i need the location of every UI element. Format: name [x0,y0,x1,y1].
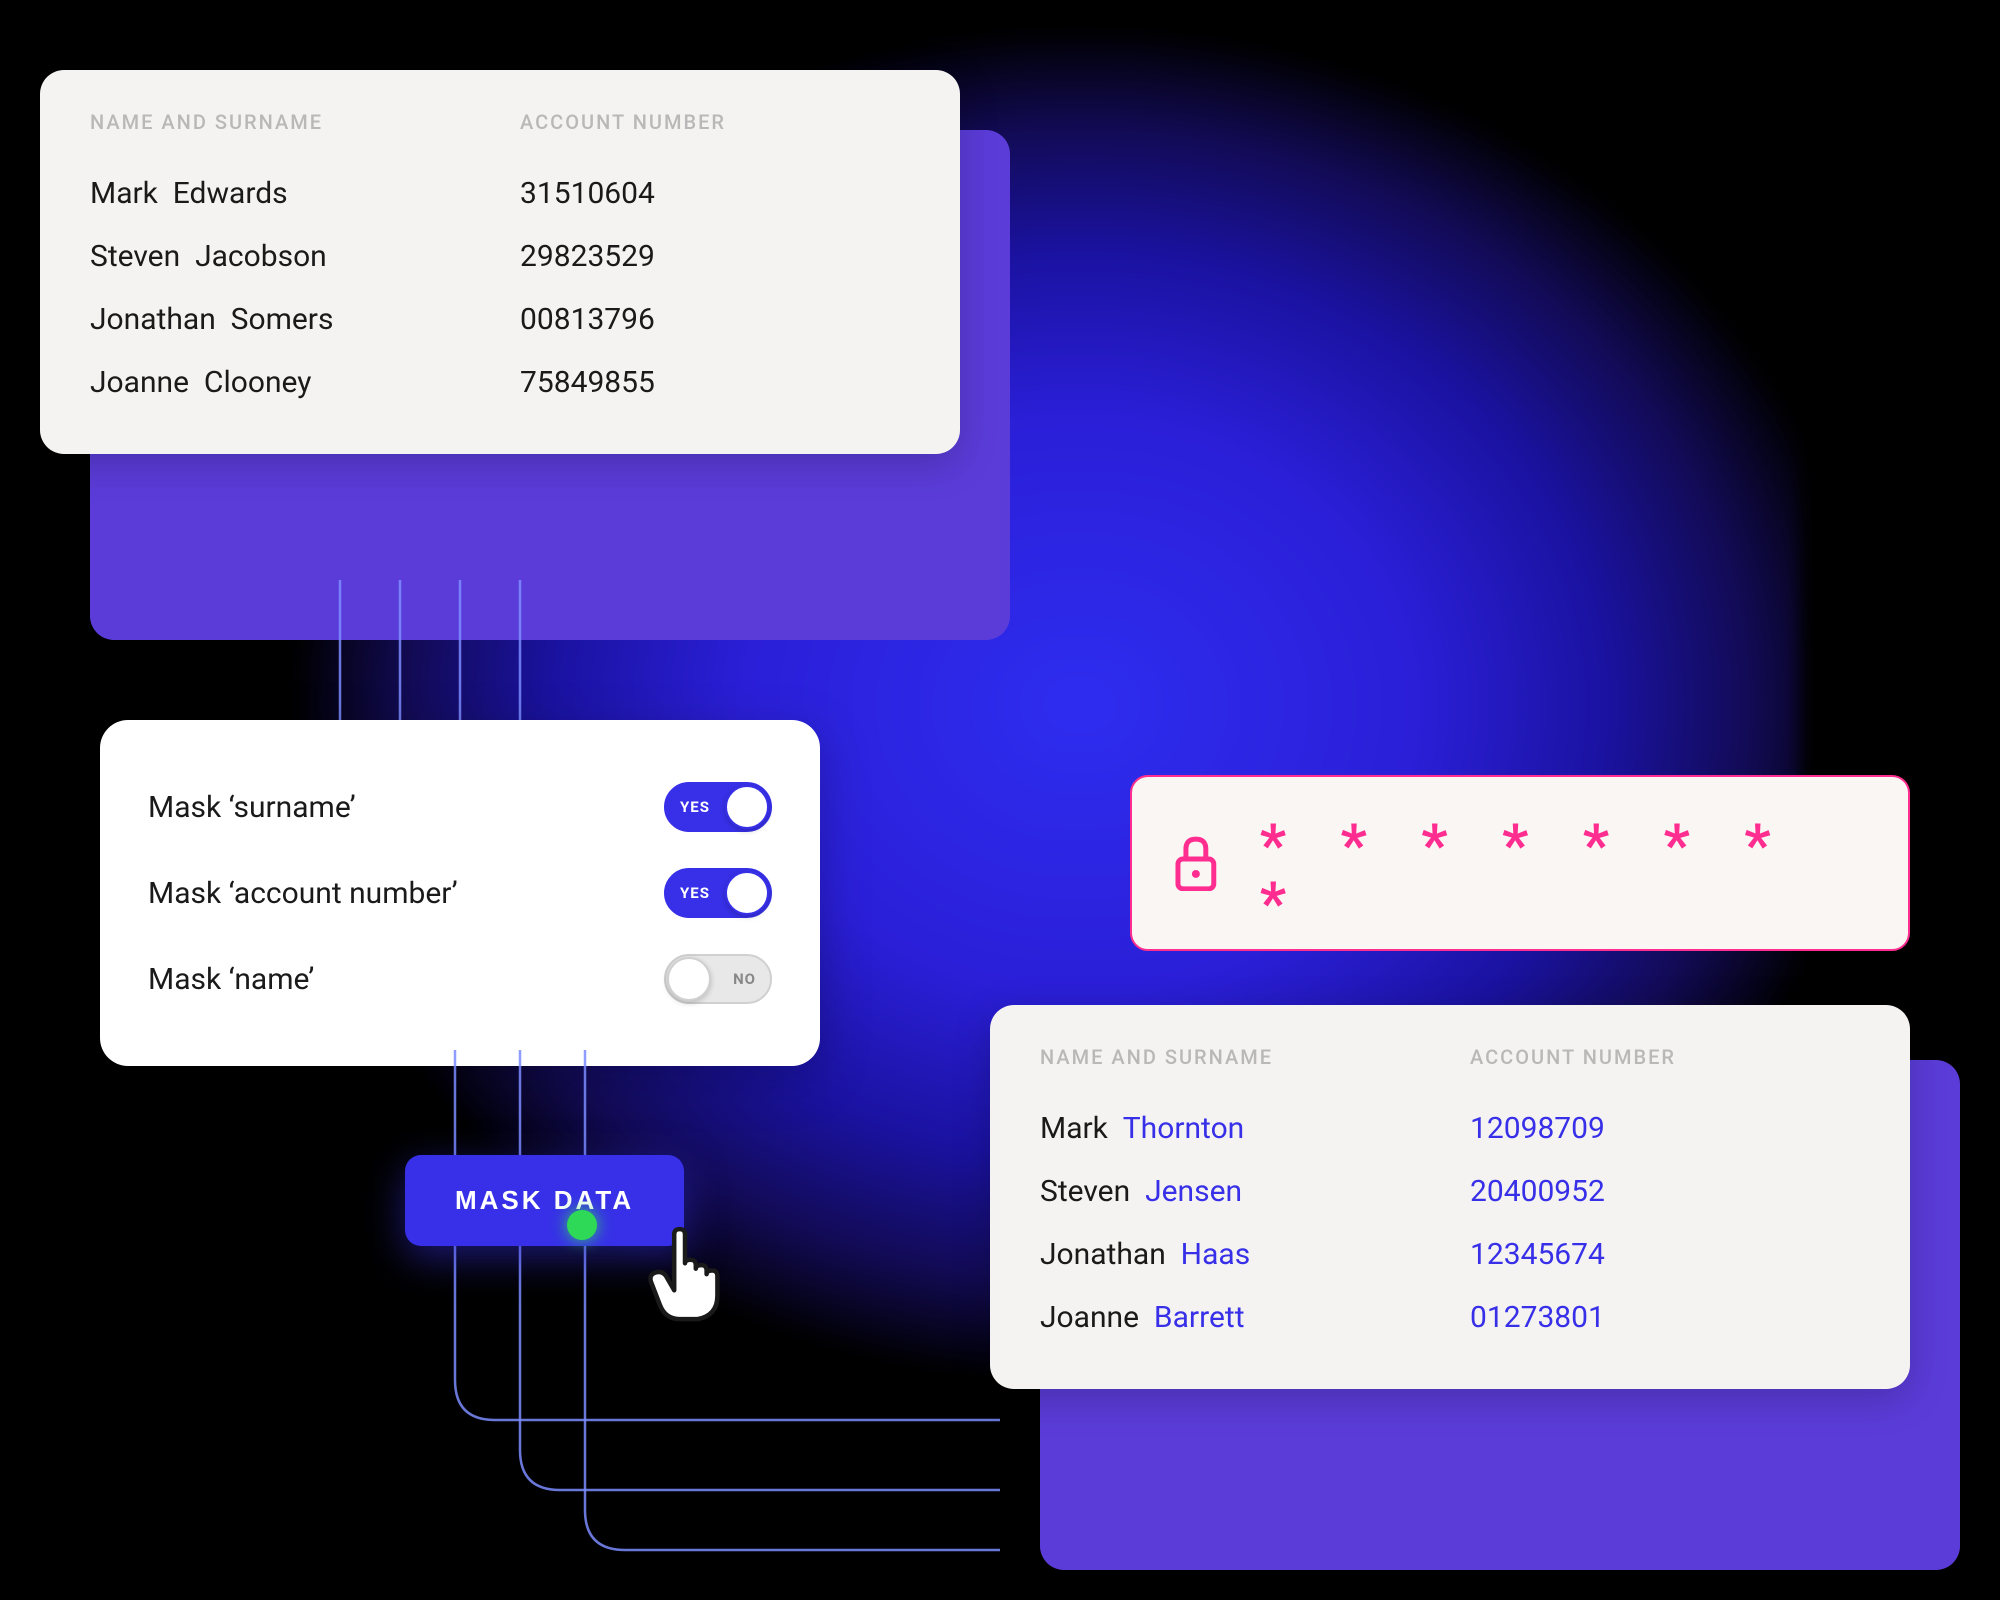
control-label: Mask ‘account number’ [148,876,458,911]
toggle-knob [725,785,769,829]
control-label: Mask ‘surname’ [148,790,356,825]
table-row: Mark Edwards [90,162,480,225]
table-row: 12345674 [1470,1223,1860,1286]
toggle-surname[interactable]: YES [664,782,772,832]
lock-icon [1172,835,1220,891]
control-row-account: Mask ‘account number’ YES [148,850,772,936]
table-row: 75849855 [520,351,910,414]
table-row: Jonathan Somers [90,288,480,351]
table-row: Mark Thornton [1040,1097,1430,1160]
toggle-name[interactable]: NO [664,954,772,1004]
pointer-cursor-icon [640,1225,730,1325]
toggle-knob [667,957,711,1001]
result-header-name: NAME AND SURNAME [1040,1045,1430,1069]
masked-password-value: * * * * * * * * [1260,817,1868,933]
table-row: 29823529 [520,225,910,288]
table-row: Steven Jensen [1040,1160,1430,1223]
result-table-card: NAME AND SURNAME ACCOUNT NUMBER Mark Tho… [990,1005,1910,1389]
mask-controls-card: Mask ‘surname’ YES Mask ‘account number’… [100,720,820,1066]
control-row-name: Mask ‘name’ NO [148,936,772,1022]
result-header-account: ACCOUNT NUMBER [1470,1045,1860,1069]
table-row: Joanne Barrett [1040,1286,1430,1349]
control-row-surname: Mask ‘surname’ YES [148,764,772,850]
toggle-knob [725,871,769,915]
table-row: 12098709 [1470,1097,1860,1160]
cursor-target-indicator [567,1210,597,1240]
table-row: 01273801 [1470,1286,1860,1349]
table-row: 00813796 [520,288,910,351]
control-label: Mask ‘name’ [148,962,314,997]
table-row: Jonathan Haas [1040,1223,1430,1286]
source-header-name: NAME AND SURNAME [90,110,480,134]
table-row: 31510604 [520,162,910,225]
table-row: 20400952 [1470,1160,1860,1223]
masked-password-card: * * * * * * * * [1130,775,1910,951]
table-row: Steven Jacobson [90,225,480,288]
table-row: Joanne Clooney [90,351,480,414]
toggle-account[interactable]: YES [664,868,772,918]
source-table-card: NAME AND SURNAME ACCOUNT NUMBER Mark Edw… [40,70,960,454]
source-header-account: ACCOUNT NUMBER [520,110,910,134]
